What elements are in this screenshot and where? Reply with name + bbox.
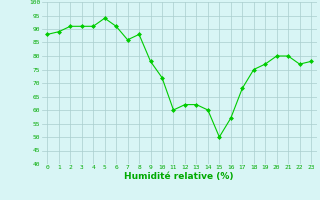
X-axis label: Humidité relative (%): Humidité relative (%): [124, 172, 234, 181]
